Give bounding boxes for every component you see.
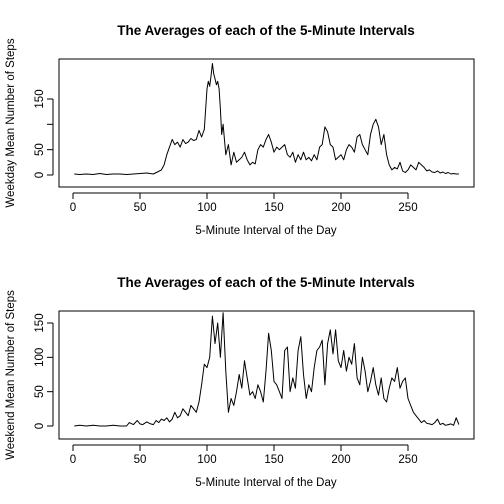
weekend-y-axis-label: Weekend Mean Number of Steps [5,290,17,460]
weekend-x-tick-label: 200 [331,454,350,466]
weekday-y-axis: 0 50 150 [34,89,54,178]
weekday-x-axis-label: 5-Minute Interval of the Day [195,225,337,237]
weekday-y-tick-label: 50 [34,143,46,156]
weekend-y-tick-label: 0 [34,423,46,429]
weekday-y-axis-label: Weekday Mean Number of Steps [5,38,17,207]
weekday-x-tick-label: 100 [197,202,216,214]
weekend-x-tick-label: 50 [134,454,147,466]
weekend-series-line [74,312,460,427]
weekend-y-tick-label: 50 [34,385,46,398]
weekend-y-tick-label: 100 [34,348,46,367]
weekday-y-tick-label: 0 [34,172,46,178]
weekday-chart-title: The Averages of each of the 5-Minute Int… [117,23,415,38]
weekend-x-tick-label: 150 [264,454,283,466]
weekday-x-tick-label: 0 [70,202,76,214]
weekend-x-axis: 0 50 100 150 200 250 [70,444,418,466]
weekend-x-axis-label: 5-Minute Interval of the Day [195,477,337,489]
weekend-y-axis: 0 50 100 150 [34,313,54,429]
weekday-x-axis: 0 50 100 150 200 250 [70,192,418,214]
weekend-x-tick-label: 0 [70,454,76,466]
weekday-x-tick-label: 200 [331,202,350,214]
weekend-x-tick-label: 100 [197,454,216,466]
weekend-chart-title: The Averages of each of the 5-Minute Int… [117,275,415,290]
weekend-chart: The Averages of each of the 5-Minute Int… [5,275,475,489]
weekday-plot-frame [58,58,475,188]
weekday-series-line [74,63,459,175]
weekday-y-tick-label: 150 [34,89,46,108]
weekday-x-tick-label: 150 [264,202,283,214]
weekday-x-tick-label: 50 [134,202,147,214]
weekday-x-tick-label: 250 [398,202,417,214]
weekend-plot-frame [58,310,475,440]
weekend-x-tick-label: 250 [398,454,417,466]
weekend-y-tick-label: 150 [34,313,46,332]
weekday-chart: The Averages of each of the 5-Minute Int… [5,23,475,237]
